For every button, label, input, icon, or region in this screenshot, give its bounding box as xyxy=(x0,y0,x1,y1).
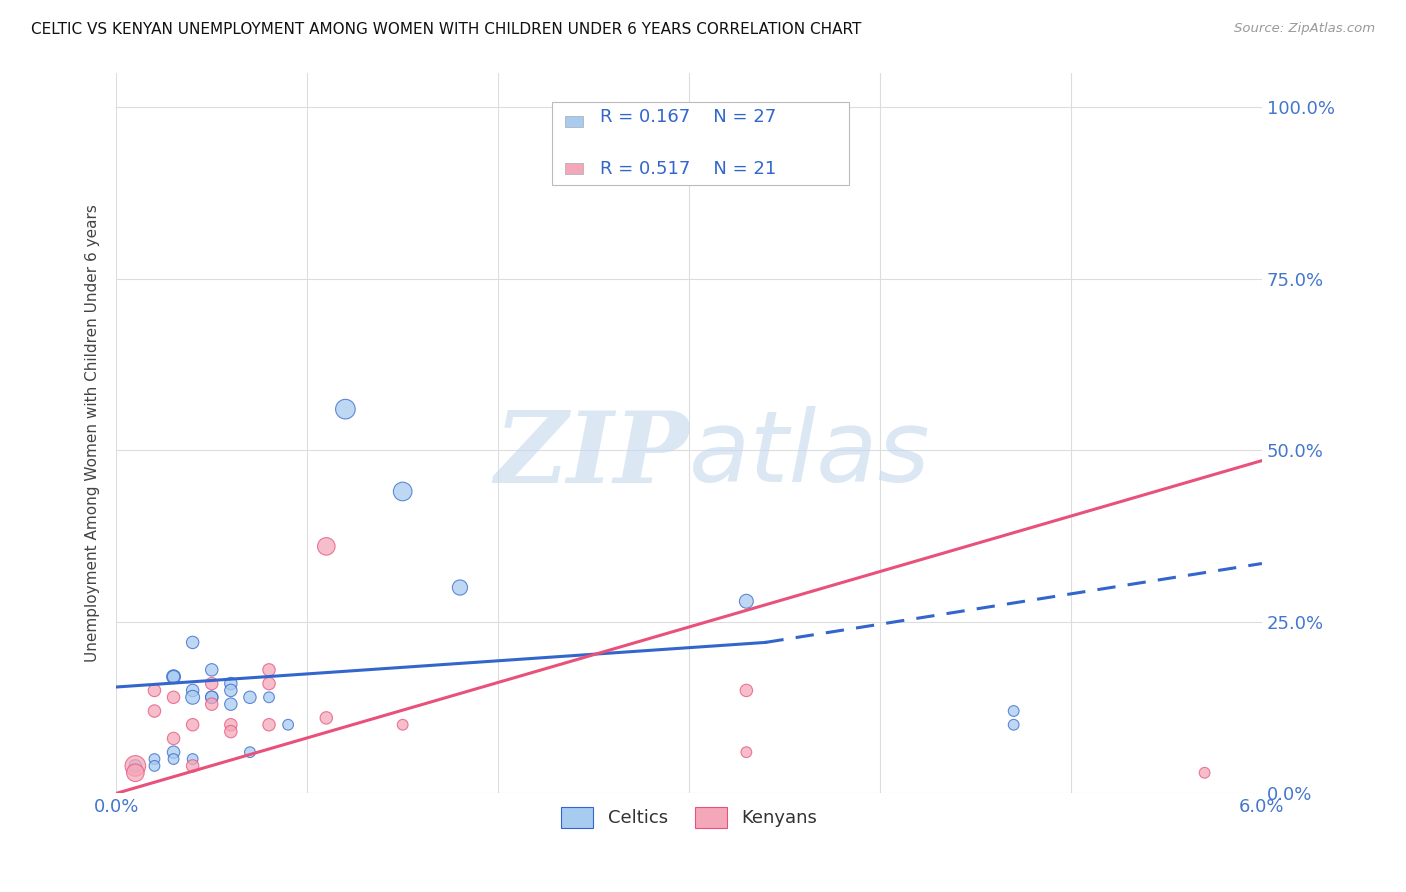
Point xyxy=(162,670,184,684)
Point xyxy=(391,717,413,731)
Point xyxy=(201,697,224,711)
Point xyxy=(219,724,242,739)
FancyBboxPatch shape xyxy=(565,116,583,127)
Point xyxy=(735,594,758,608)
Point xyxy=(181,635,204,649)
FancyBboxPatch shape xyxy=(565,163,583,174)
Text: ZIP: ZIP xyxy=(494,407,689,503)
Point xyxy=(257,690,280,705)
Point xyxy=(162,670,184,684)
Point xyxy=(1002,717,1025,731)
Point xyxy=(201,676,224,690)
Point xyxy=(335,402,357,417)
Text: atlas: atlas xyxy=(689,406,931,503)
Point xyxy=(124,759,146,773)
Point xyxy=(391,484,413,499)
FancyBboxPatch shape xyxy=(551,102,849,185)
Point xyxy=(162,752,184,766)
Point xyxy=(181,683,204,698)
Text: R = 0.517    N = 21: R = 0.517 N = 21 xyxy=(600,160,776,178)
Point xyxy=(239,690,262,705)
Point xyxy=(181,752,204,766)
Point xyxy=(143,704,166,718)
Point xyxy=(257,717,280,731)
Point xyxy=(315,540,337,554)
Text: Source: ZipAtlas.com: Source: ZipAtlas.com xyxy=(1234,22,1375,36)
Point xyxy=(143,683,166,698)
Point xyxy=(201,690,224,705)
Text: CELTIC VS KENYAN UNEMPLOYMENT AMONG WOMEN WITH CHILDREN UNDER 6 YEARS CORRELATIO: CELTIC VS KENYAN UNEMPLOYMENT AMONG WOME… xyxy=(31,22,862,37)
Y-axis label: Unemployment Among Women with Children Under 6 years: Unemployment Among Women with Children U… xyxy=(86,204,100,662)
Point xyxy=(143,759,166,773)
Point xyxy=(1194,765,1216,780)
Point xyxy=(219,697,242,711)
Point xyxy=(201,663,224,677)
Point xyxy=(162,690,184,705)
Point xyxy=(124,765,146,780)
Point xyxy=(257,676,280,690)
Point xyxy=(124,759,146,773)
Point xyxy=(181,690,204,705)
Point xyxy=(735,745,758,759)
Point xyxy=(162,745,184,759)
Legend: Celtics, Kenyans: Celtics, Kenyans xyxy=(554,799,825,835)
Point xyxy=(257,663,280,677)
Point xyxy=(735,683,758,698)
Point xyxy=(181,759,204,773)
Point xyxy=(1002,704,1025,718)
Point xyxy=(315,711,337,725)
Point xyxy=(449,581,471,595)
Point xyxy=(181,717,204,731)
Point xyxy=(277,717,299,731)
Text: R = 0.167    N = 27: R = 0.167 N = 27 xyxy=(600,108,776,126)
Point xyxy=(239,745,262,759)
Point xyxy=(143,752,166,766)
Point xyxy=(219,717,242,731)
Point xyxy=(201,690,224,705)
Point xyxy=(162,731,184,746)
Point xyxy=(219,676,242,690)
Point xyxy=(219,683,242,698)
